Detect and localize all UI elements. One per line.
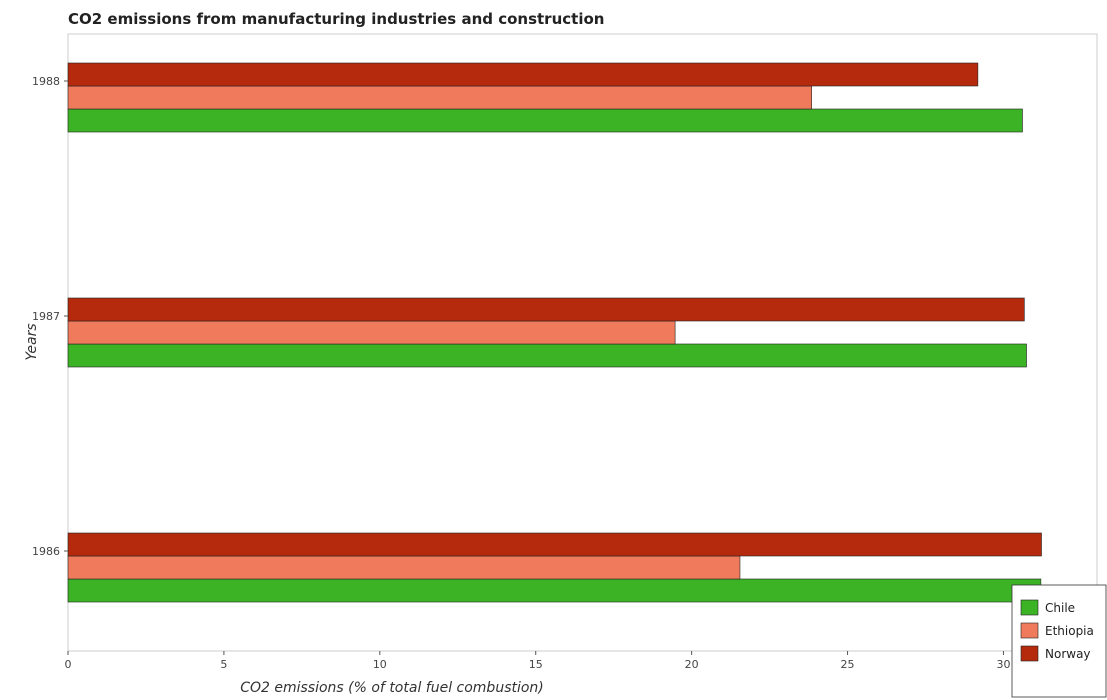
y-axis-label: Years bbox=[24, 323, 40, 360]
x-axis-label: CO2 emissions (% of total fuel combustio… bbox=[240, 680, 544, 696]
legend-swatch-ethiopia bbox=[1020, 622, 1039, 639]
bar-chile-1987 bbox=[67, 343, 1027, 368]
bar-ethiopia-1988 bbox=[67, 85, 812, 110]
x-axis: 0 5 10 15 20 25 30 bbox=[65, 651, 1010, 671]
x-tick-label: 5 bbox=[220, 658, 227, 671]
legend-label-norway: Norway bbox=[1045, 647, 1091, 661]
bar-ethiopia-1986 bbox=[67, 555, 741, 580]
legend-swatch-chile bbox=[1020, 599, 1039, 616]
y-tick-label-1986: 1986 bbox=[32, 545, 60, 558]
x-tick-label: 0 bbox=[65, 658, 72, 671]
legend-swatch-norway bbox=[1020, 645, 1039, 662]
y-axis: 1986 1987 1988 bbox=[32, 75, 68, 558]
bar-chile-1986 bbox=[67, 578, 1042, 603]
x-tick-label: 25 bbox=[841, 658, 855, 671]
legend-label-ethiopia: Ethiopia bbox=[1045, 624, 1094, 638]
bar-ethiopia-1987 bbox=[67, 320, 676, 345]
chart-title: CO2 emissions from manufacturing industr… bbox=[68, 10, 604, 28]
x-tick-label: 15 bbox=[529, 658, 543, 671]
x-tick-label: 20 bbox=[685, 658, 699, 671]
x-tick-label: 30 bbox=[996, 658, 1010, 671]
y-tick-label-1988: 1988 bbox=[32, 75, 60, 88]
x-tick-label: 10 bbox=[373, 658, 387, 671]
bar-norway-1987 bbox=[67, 297, 1025, 322]
bar-norway-1986 bbox=[67, 532, 1042, 557]
y-tick-label-1987: 1987 bbox=[32, 310, 60, 323]
bar-norway-1988 bbox=[67, 62, 979, 87]
bar-chile-1988 bbox=[67, 108, 1023, 133]
bars-group bbox=[67, 62, 1042, 603]
legend-label-chile: Chile bbox=[1045, 601, 1075, 615]
legend: Chile Ethiopia Norway bbox=[1011, 584, 1107, 698]
